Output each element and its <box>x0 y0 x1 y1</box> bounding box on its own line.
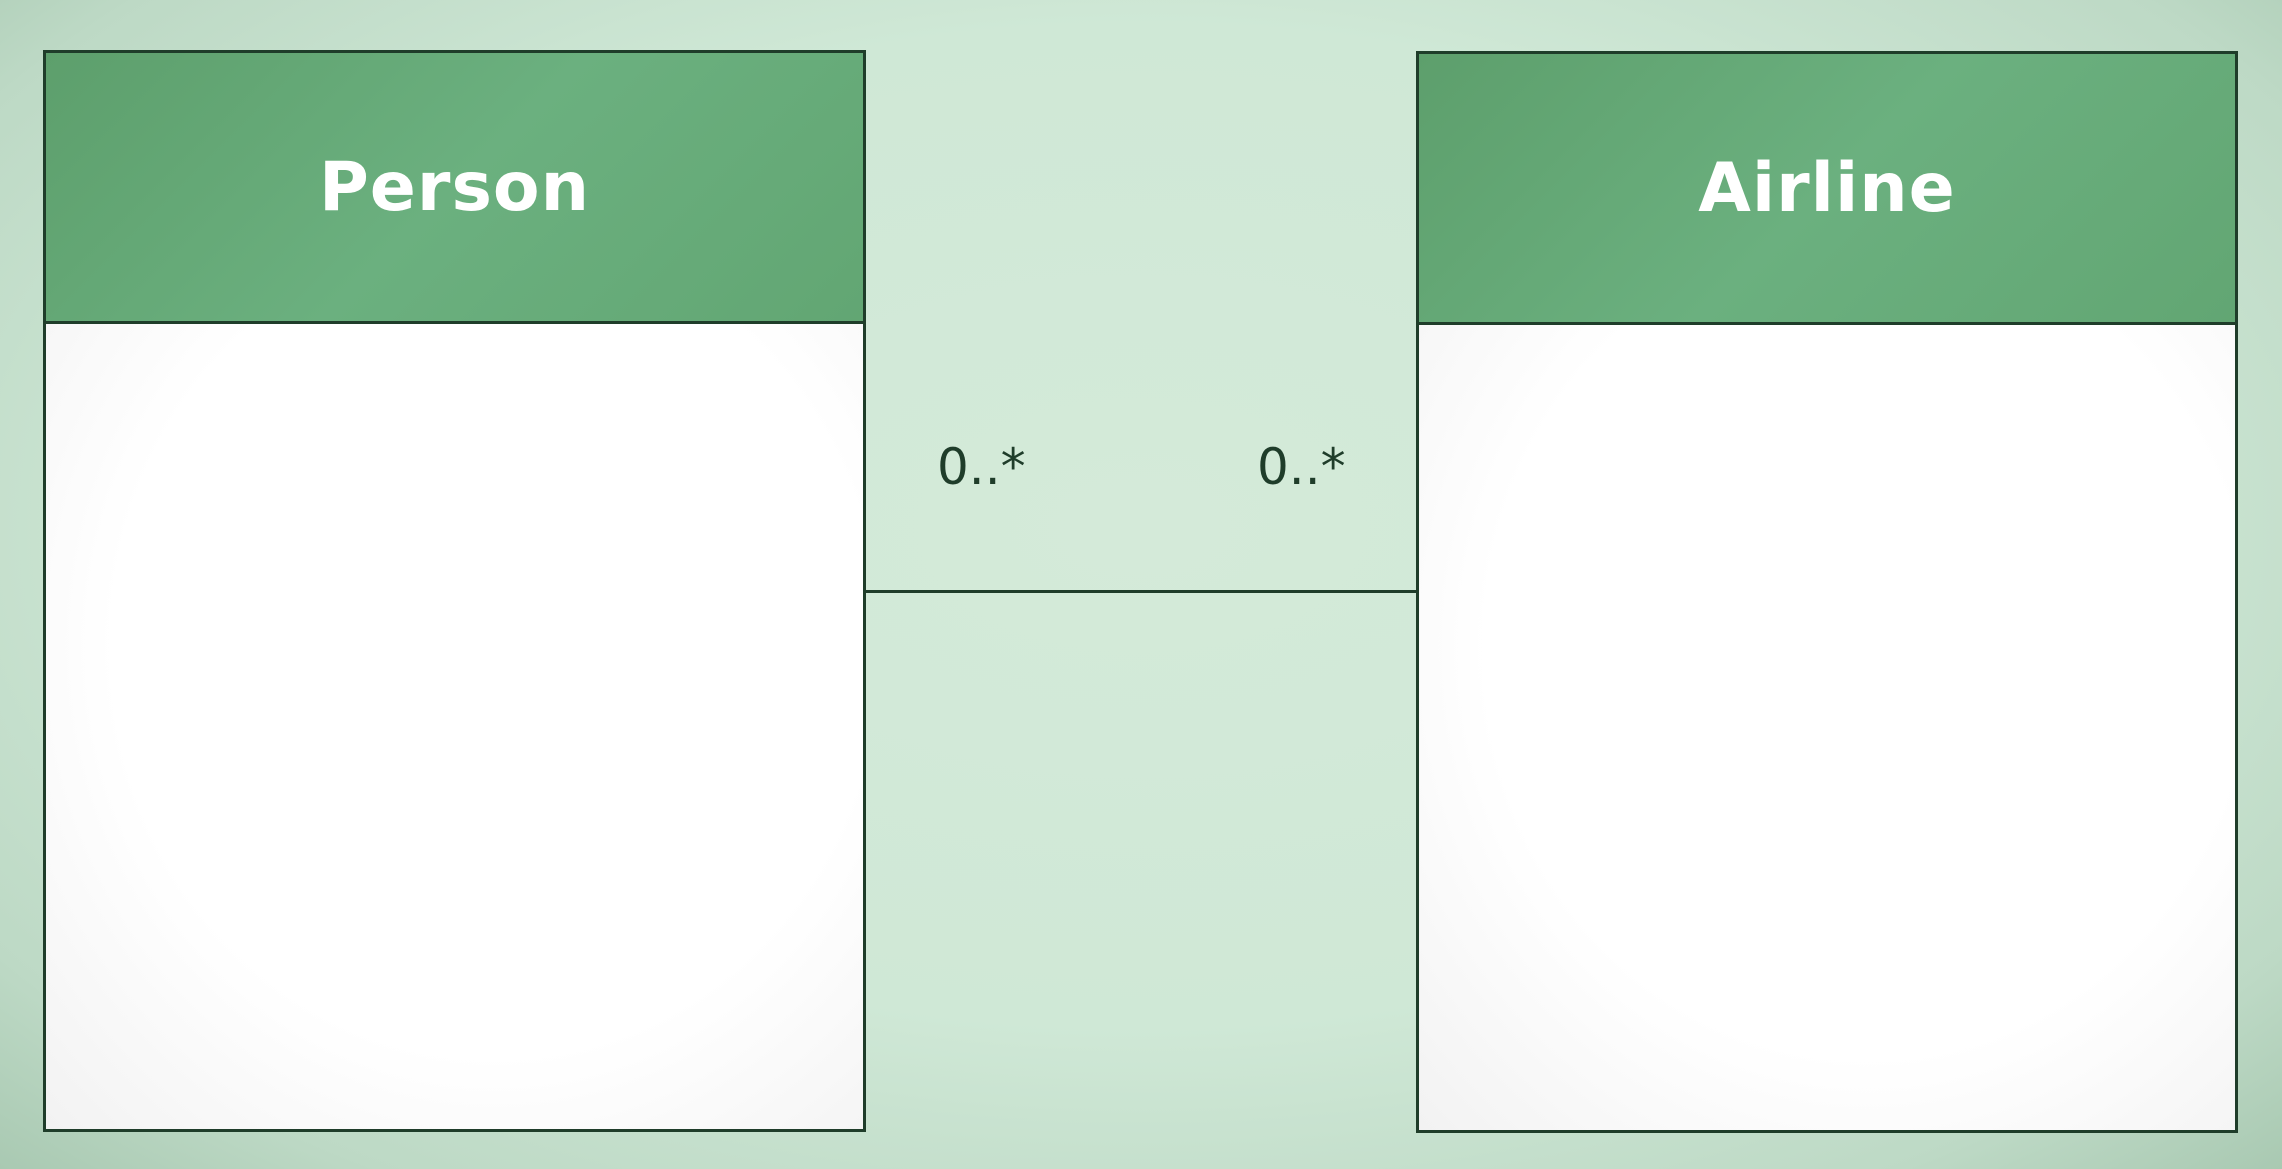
class-name-person: Person <box>318 147 591 227</box>
class-header-person: Person <box>46 53 863 324</box>
association-line <box>866 590 1416 593</box>
class-box-airline: Airline <box>1416 51 2238 1133</box>
class-header-airline: Airline <box>1419 54 2235 325</box>
class-name-airline: Airline <box>1698 148 1956 228</box>
class-box-person: Person <box>43 50 866 1132</box>
multiplicity-airline-end: 0..* <box>1257 438 1346 496</box>
multiplicity-person-end: 0..* <box>937 438 1026 496</box>
class-body-person <box>46 324 863 1129</box>
class-body-airline <box>1419 325 2235 1130</box>
